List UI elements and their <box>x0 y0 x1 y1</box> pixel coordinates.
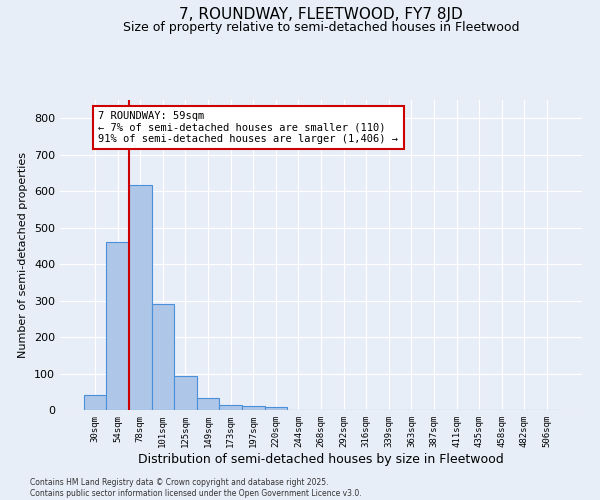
Bar <box>106 242 129 410</box>
Bar <box>242 406 265 410</box>
Bar <box>129 185 152 410</box>
Text: 7, ROUNDWAY, FLEETWOOD, FY7 8JD: 7, ROUNDWAY, FLEETWOOD, FY7 8JD <box>179 8 463 22</box>
Bar <box>197 398 220 410</box>
Text: Size of property relative to semi-detached houses in Fleetwood: Size of property relative to semi-detach… <box>123 21 519 34</box>
Bar <box>174 376 197 410</box>
Y-axis label: Number of semi-detached properties: Number of semi-detached properties <box>19 152 28 358</box>
Text: Distribution of semi-detached houses by size in Fleetwood: Distribution of semi-detached houses by … <box>138 452 504 466</box>
Bar <box>152 304 174 410</box>
Bar <box>220 404 242 410</box>
Text: Contains HM Land Registry data © Crown copyright and database right 2025.
Contai: Contains HM Land Registry data © Crown c… <box>30 478 362 498</box>
Bar <box>84 396 106 410</box>
Bar <box>265 408 287 410</box>
Text: 7 ROUNDWAY: 59sqm
← 7% of semi-detached houses are smaller (110)
91% of semi-det: 7 ROUNDWAY: 59sqm ← 7% of semi-detached … <box>98 111 398 144</box>
